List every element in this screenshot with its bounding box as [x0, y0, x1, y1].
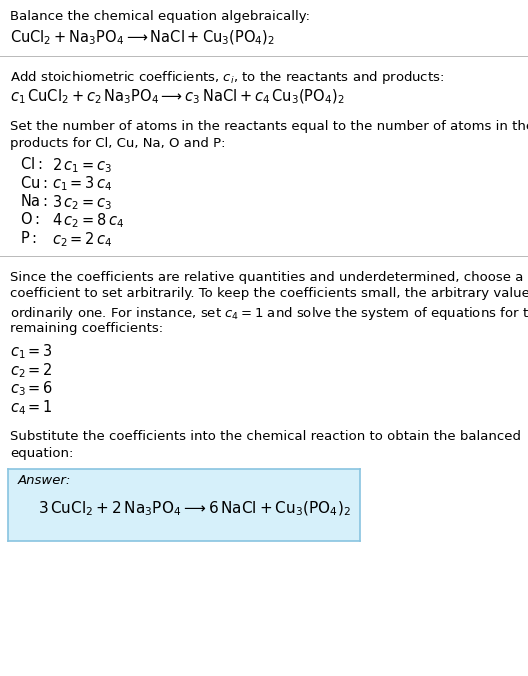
Text: $c_1 = 3$: $c_1 = 3$: [10, 343, 53, 361]
Text: $\mathrm{P{:}}$: $\mathrm{P{:}}$: [20, 230, 37, 246]
Text: Substitute the coefficients into the chemical reaction to obtain the balanced: Substitute the coefficients into the che…: [10, 431, 521, 443]
Text: $\mathrm{Cl{:}}$: $\mathrm{Cl{:}}$: [20, 156, 42, 172]
Text: equation:: equation:: [10, 447, 73, 460]
Text: $\mathrm{O{:}}$: $\mathrm{O{:}}$: [20, 212, 40, 228]
Text: $c_2 = 2$: $c_2 = 2$: [10, 361, 53, 380]
Text: Add stoichiometric coefficients, $c_i$, to the reactants and products:: Add stoichiometric coefficients, $c_i$, …: [10, 68, 444, 85]
Text: $4\,c_2 = 8\,c_4$: $4\,c_2 = 8\,c_4$: [52, 212, 124, 231]
Text: remaining coefficients:: remaining coefficients:: [10, 322, 163, 335]
Text: $c_2 = 2\,c_4$: $c_2 = 2\,c_4$: [52, 230, 112, 249]
Text: products for Cl, Cu, Na, O and P:: products for Cl, Cu, Na, O and P:: [10, 137, 225, 149]
Text: $\mathrm{CuCl_2 + Na_3PO_4 \longrightarrow NaCl + Cu_3(PO_4)_2}$: $\mathrm{CuCl_2 + Na_3PO_4 \longrightarr…: [10, 28, 275, 47]
Text: Set the number of atoms in the reactants equal to the number of atoms in the: Set the number of atoms in the reactants…: [10, 120, 528, 133]
Text: ordinarily one. For instance, set $c_4 = 1$ and solve the system of equations fo: ordinarily one. For instance, set $c_4 =…: [10, 304, 528, 322]
Text: $c_3 = 6$: $c_3 = 6$: [10, 379, 53, 398]
Text: $3\,c_2 = c_3$: $3\,c_2 = c_3$: [52, 193, 112, 212]
Text: Since the coefficients are relative quantities and underdetermined, choose a: Since the coefficients are relative quan…: [10, 270, 523, 283]
Text: Answer:: Answer:: [18, 475, 71, 487]
Text: coefficient to set arbitrarily. To keep the coefficients small, the arbitrary va: coefficient to set arbitrarily. To keep …: [10, 287, 528, 301]
Text: $c_4 = 1$: $c_4 = 1$: [10, 398, 53, 416]
Text: $3\,\mathrm{CuCl_2} + 2\,\mathrm{Na_3PO_4} \longrightarrow 6\,\mathrm{NaCl} + \m: $3\,\mathrm{CuCl_2} + 2\,\mathrm{Na_3PO_…: [38, 500, 351, 518]
Text: $c_1 = 3\,c_4$: $c_1 = 3\,c_4$: [52, 174, 112, 193]
Text: $\mathrm{Na{:}}$: $\mathrm{Na{:}}$: [20, 193, 48, 209]
Text: Balance the chemical equation algebraically:: Balance the chemical equation algebraica…: [10, 10, 310, 23]
Text: $2\,c_1 = c_3$: $2\,c_1 = c_3$: [52, 156, 112, 174]
Text: $\mathrm{Cu{:}}$: $\mathrm{Cu{:}}$: [20, 174, 48, 191]
Text: $c_1\,\mathrm{CuCl_2} + c_2\,\mathrm{Na_3PO_4} \longrightarrow c_3\,\mathrm{NaCl: $c_1\,\mathrm{CuCl_2} + c_2\,\mathrm{Na_…: [10, 88, 345, 106]
